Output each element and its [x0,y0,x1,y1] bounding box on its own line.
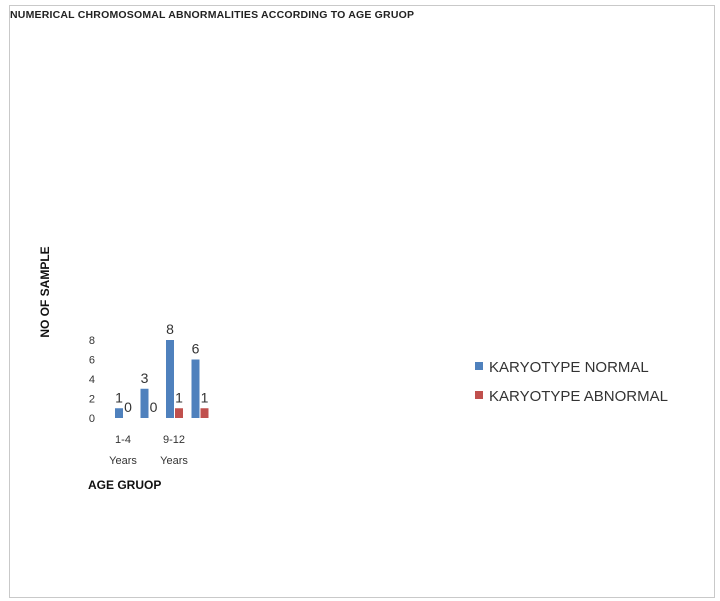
data-label: 0 [124,399,132,415]
bar-normal [166,340,174,418]
data-label: 8 [166,321,174,337]
bar-abnormal [200,408,209,418]
bar-normal [115,408,123,418]
y-tick-label: 6 [89,355,95,367]
legend-label-normal: KARYOTYPE NORMAL [489,359,649,376]
data-label: 0 [150,399,158,415]
data-label: 1 [201,389,209,405]
y-tick-label: 8 [89,335,95,347]
y-tick-label: 2 [89,394,95,406]
data-label: 6 [192,341,200,357]
data-label: 1 [175,389,183,405]
x-tick-label: 9-12 [163,434,185,446]
x-tick-label: 1-4 [115,434,131,446]
y-tick-label: 0 [89,413,95,425]
bar-normal [191,359,200,418]
legend-item-abnormal: KARYOTYPE ABNORMAL [475,388,668,405]
x-axis-label: AGE GRUOP [88,478,162,492]
legend-item-normal: KARYOTYPE NORMAL [475,359,649,376]
bar-normal [140,388,149,418]
chart-title: NUMERICAL CHROMOSOMAL ABNORMALITIES ACCO… [10,9,415,21]
legend-label-abnormal: KARYOTYPE ABNORMAL [489,388,668,405]
data-label: 3 [141,370,149,386]
data-label: 1 [115,389,123,405]
legend-swatch-normal [475,362,483,370]
bar-abnormal [175,408,183,418]
chart-frame [9,5,715,598]
y-tick-label: 4 [89,374,95,386]
legend-swatch-abnormal [475,391,483,399]
x-tick-label: Years [109,455,137,467]
x-tick-label: Years [160,455,188,467]
